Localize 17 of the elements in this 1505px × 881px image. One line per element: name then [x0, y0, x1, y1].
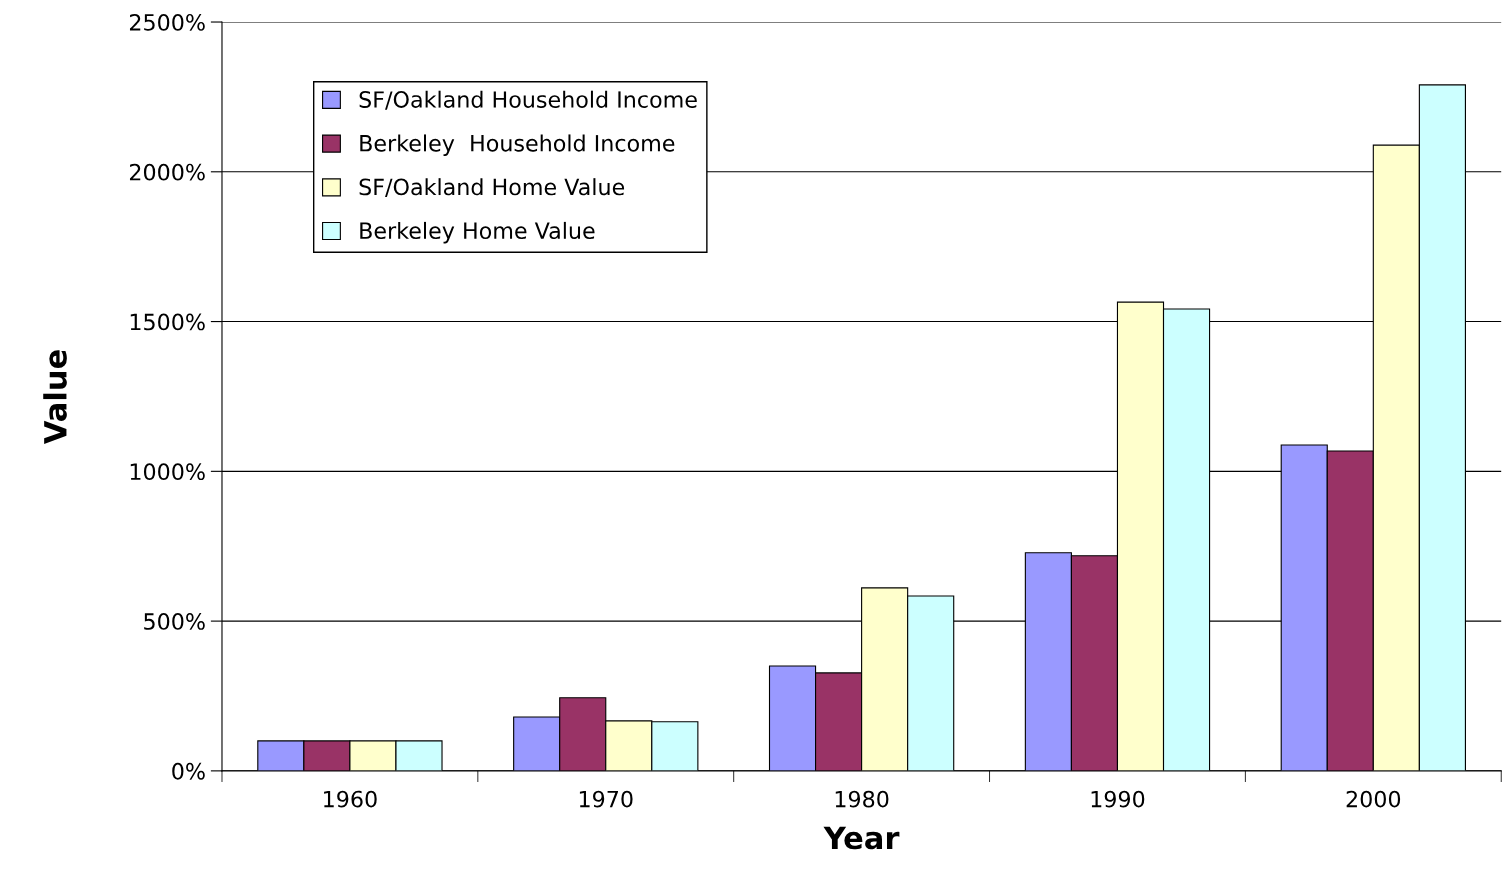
x-tick-label: 1970 — [579, 790, 633, 808]
y-tick-label: 1000% — [130, 463, 205, 481]
y-axis-title: Value — [43, 350, 67, 445]
y-tick-label: 500% — [144, 613, 205, 630]
x-tick-label: 2000 — [1346, 790, 1401, 808]
legend-label: Berkeley Home Value — [360, 221, 595, 244]
x-tick-label: 1960 — [324, 790, 377, 808]
y-tick-label: 1500% — [130, 313, 205, 331]
x-tick-label: 1990 — [1091, 790, 1145, 808]
y-tick-label: 2500% — [129, 13, 205, 31]
legend-label: Berkeley Household Income — [360, 134, 675, 156]
y-tick-label: 0% — [172, 762, 205, 780]
legend-label: SF/Oakland Household Income — [359, 90, 697, 110]
y-tick-label: 2000% — [129, 163, 205, 181]
x-axis-title: Year — [823, 826, 900, 850]
legend-label: SF/Oakland Home Value — [359, 178, 625, 198]
x-tick-label: 1980 — [835, 790, 889, 808]
